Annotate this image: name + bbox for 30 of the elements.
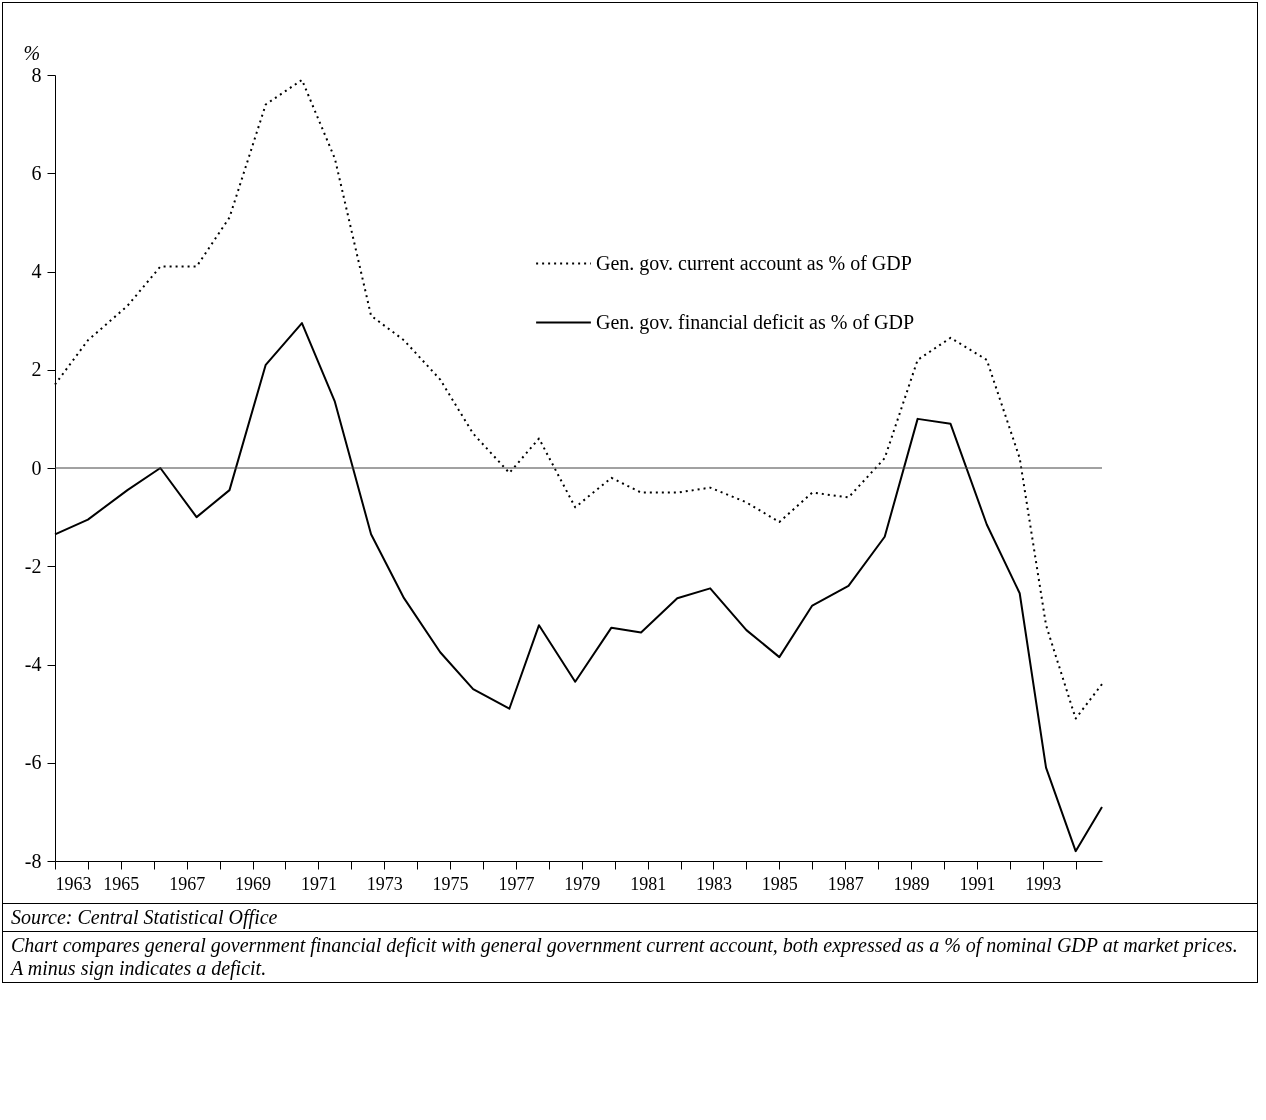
y-tick-label: 4 [31, 260, 42, 282]
y-tick-label: -2 [24, 554, 42, 577]
y-tick-label: -8 [24, 849, 42, 872]
x-tick-label: 1989 [893, 873, 930, 894]
x-tick-label: 1983 [695, 873, 732, 894]
x-tick-label: 1973 [366, 873, 403, 894]
x-tick-label: 1975 [432, 873, 469, 894]
x-tick-label: 1977 [498, 873, 535, 894]
y-tick-label: 0 [31, 456, 42, 479]
y-tick-label: 6 [31, 161, 42, 184]
x-tick-label: 1981 [630, 873, 667, 894]
x-tick-label: 1965 [103, 873, 140, 894]
x-tick-label: 1969 [235, 873, 272, 894]
text: Chart compares general government financial deficit with general government current account, both expressed as a % of nominal GDP at market prices. A minus sign indicates a deficit. [3, 931, 1257, 982]
x-tick-label: 1963 [55, 873, 92, 894]
y-tick-label: 8 [31, 63, 42, 86]
x-tick-label: 1987 [827, 873, 864, 894]
y-tick-label: -4 [24, 653, 42, 675]
legend-label: Gen. gov. current account as % of GDP [596, 251, 912, 275]
legend-label: Gen. gov. financial deficit as % of GDP [596, 310, 915, 334]
source-note: Source: Central Statistical Office [3, 903, 1257, 931]
y-axis-title: % [23, 41, 41, 64]
x-tick-label: 1993 [1025, 873, 1062, 894]
x-tick-label: 1991 [959, 873, 996, 894]
x-tick-label: 1971 [300, 873, 337, 894]
x-tick-label: 1985 [761, 873, 798, 894]
y-tick-label: -6 [24, 751, 42, 774]
x-tick-label: 1979 [564, 873, 601, 894]
y-tick-label: 2 [31, 358, 42, 381]
x-tick-label: 1967 [169, 873, 206, 894]
